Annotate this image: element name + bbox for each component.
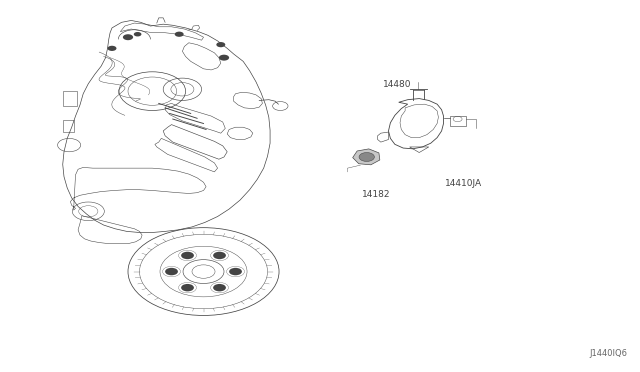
Circle shape [134,32,141,36]
Circle shape [213,284,226,291]
Text: 14480: 14480 [383,80,412,89]
Bar [63,120,74,132]
Circle shape [108,46,116,51]
Circle shape [181,252,194,259]
Circle shape [123,34,133,40]
Text: 14410JA: 14410JA [445,179,482,187]
Bar [450,116,466,126]
Circle shape [219,55,229,61]
Circle shape [165,268,178,275]
Circle shape [181,284,194,291]
Circle shape [229,268,242,275]
Bar [63,91,77,106]
Text: J1440IQ6: J1440IQ6 [589,349,627,358]
Circle shape [213,252,226,259]
Circle shape [175,32,184,37]
Text: 14182: 14182 [362,190,390,199]
Polygon shape [353,149,380,165]
Circle shape [216,42,225,47]
Circle shape [359,153,374,161]
